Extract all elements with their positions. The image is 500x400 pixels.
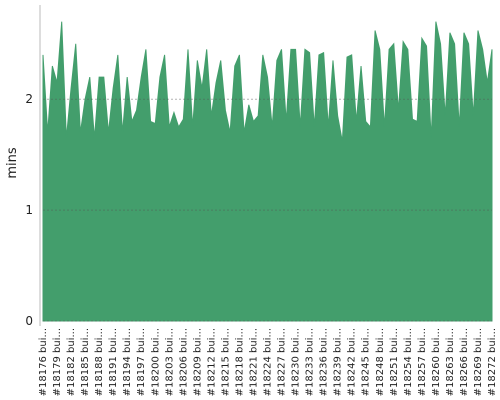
x-tick-label: #18197 bui...	[136, 328, 147, 396]
x-tick-label: #18236 bui...	[319, 328, 330, 396]
x-tick-label: #18254 bui...	[403, 328, 414, 396]
x-tick-label: #18215 bui...	[220, 328, 231, 396]
x-tick-label: #18206 bui...	[178, 328, 189, 396]
x-tick-label: #18248 bui...	[375, 328, 386, 396]
x-tick-label: #18194 bui...	[122, 328, 133, 396]
x-tick-label: #18224 bui...	[263, 328, 274, 396]
y-tick-label: 0	[25, 314, 33, 328]
x-tick-label: #18260 bui...	[431, 328, 442, 396]
area	[42, 21, 493, 322]
x-tick-label: #18242 bui...	[347, 328, 358, 396]
x-tick-label: #18188 bui...	[94, 328, 105, 396]
x-tick-label: #18209 bui...	[192, 328, 203, 396]
x-tick-label: #18263 bui...	[445, 328, 456, 396]
x-tick-label: #18218 bui...	[234, 328, 245, 396]
x-tick-label: #18266 bui...	[459, 328, 470, 396]
y-tick-label: 1	[25, 203, 33, 217]
y-axis-label: mins	[5, 147, 20, 179]
x-tick-label: #18191 bui...	[108, 328, 119, 396]
y-tick-label: 2	[25, 92, 33, 106]
x-tick-label: #18182 bui...	[66, 328, 77, 396]
x-tick-label: #18257 bui...	[417, 328, 428, 396]
x-tick-label: #18221 bui...	[248, 328, 259, 396]
x-tick-label: #18245 bui...	[361, 328, 372, 396]
x-tick-label: #18179 bui...	[52, 328, 63, 396]
x-tick-label: #18227 bui...	[277, 328, 288, 396]
x-tick-label: #18176 bui...	[38, 328, 49, 396]
x-tick-label: #18185 bui...	[80, 328, 91, 396]
x-tick-label: #18233 bui...	[305, 328, 316, 396]
x-tick-label: #18230 bui...	[291, 328, 302, 396]
x-tick-label: #18212 bui...	[206, 328, 217, 396]
x-tick-label: #18203 bui...	[164, 328, 175, 396]
x-tick-label: #18200 bui...	[150, 328, 161, 396]
x-tick-label: #18272 bui...	[487, 328, 498, 396]
x-tick-label: #18239 bui...	[333, 328, 344, 396]
x-tick-label: #18269 bui...	[473, 328, 484, 396]
x-tick-label: #18251 bui...	[389, 328, 400, 396]
